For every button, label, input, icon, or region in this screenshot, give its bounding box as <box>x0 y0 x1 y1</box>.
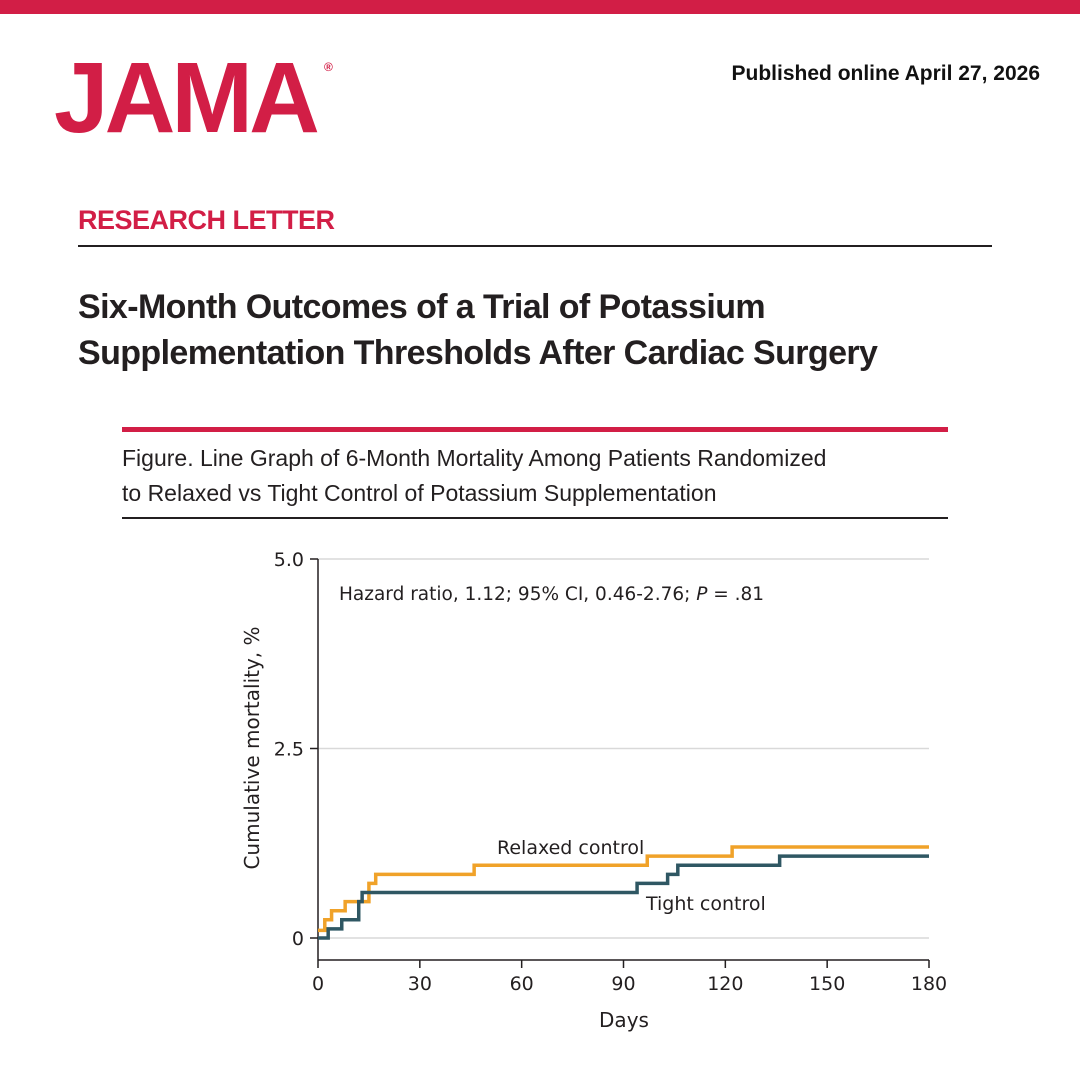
x-axis-label: Days <box>599 1008 649 1032</box>
hazard-ratio-annotation: Hazard ratio, 1.12; 95% CI, 0.46-2.76; P… <box>339 584 764 605</box>
figure-title: Figure. Line Graph of 6-Month Mortality … <box>122 441 948 511</box>
y-tick-label-0: 0 <box>292 928 304 950</box>
series-label-relaxed-control: Relaxed control <box>497 837 644 859</box>
figure-title-line-2: to Relaxed vs Tight Control of Potassium… <box>122 480 717 506</box>
registered-mark: ® <box>324 60 333 74</box>
x-tick-label-1: 30 <box>408 973 432 995</box>
x-tick-label-0: 0 <box>312 973 324 995</box>
article-title: Six-Month Outcomes of a Trial of Potassi… <box>78 284 998 376</box>
top-accent-bar <box>0 0 1080 14</box>
article-title-line-1: Six-Month Outcomes of a Trial of Potassi… <box>78 288 766 326</box>
y-axis-label: Cumulative mortality, % <box>240 626 264 869</box>
journal-logo[interactable]: JAMA <box>54 42 320 154</box>
publication-date: Published online April 27, 2026 <box>731 62 1040 85</box>
x-tick-label-5: 150 <box>809 973 845 995</box>
series-line-relaxed-control <box>318 845 929 933</box>
y-tick-label-1: 2.5 <box>274 739 304 761</box>
x-tick-label-3: 90 <box>611 973 635 995</box>
article-title-line-2: Supplementation Thresholds After Cardiac… <box>78 334 878 372</box>
x-tick-label-4: 120 <box>707 973 743 995</box>
figure-title-rule <box>122 517 948 519</box>
figure-top-rule <box>122 427 948 432</box>
series-line-tight-control <box>318 854 929 940</box>
figure-title-line-1: Figure. Line Graph of 6-Month Mortality … <box>122 445 827 471</box>
section-label: RESEARCH LETTER <box>78 205 335 235</box>
x-tick-label-2: 60 <box>510 973 534 995</box>
series-label-tight-control: Tight control <box>645 893 766 915</box>
section-divider <box>78 245 992 247</box>
x-tick-label-6: 180 <box>911 973 947 995</box>
y-tick-label-2: 5.0 <box>274 549 304 571</box>
